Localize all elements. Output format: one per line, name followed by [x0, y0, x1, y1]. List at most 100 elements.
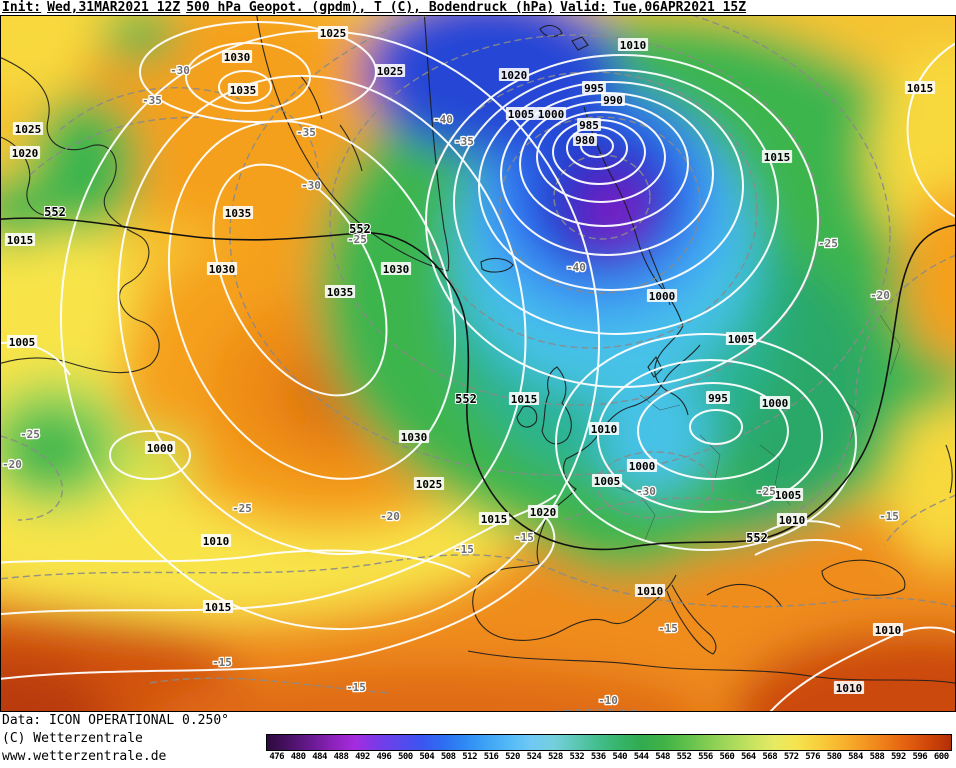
temperature-label: -35 [296, 126, 316, 139]
svg-text:1000: 1000 [147, 442, 174, 455]
svg-text:1015: 1015 [764, 151, 791, 164]
colorbar-tick: 492 [355, 752, 370, 762]
svg-text:1005: 1005 [775, 489, 802, 502]
temperature-label: -40 [433, 113, 453, 126]
temperature-label: -35 [454, 135, 474, 148]
pressure-label: 1010 [776, 513, 808, 527]
svg-text:1000: 1000 [762, 397, 789, 410]
temperature-label: -15 [879, 510, 899, 523]
pressure-label: 1000 [144, 441, 176, 455]
colorbar-tick: 548 [655, 752, 670, 762]
colorbar-tick: 556 [698, 752, 713, 762]
temperature-label: -30 [636, 485, 656, 498]
temperature-label: -30 [170, 64, 190, 77]
svg-text:995: 995 [708, 392, 728, 405]
colorbar-tick: 504 [419, 752, 435, 762]
svg-text:1020: 1020 [530, 506, 557, 519]
svg-text:1015: 1015 [205, 601, 232, 614]
svg-text:995: 995 [584, 82, 604, 95]
pressure-label: 1035 [222, 206, 254, 220]
pressure-label: 1005 [591, 474, 623, 488]
temperature-label: -15 [454, 543, 474, 556]
init-label: Init: [2, 0, 42, 15]
temperature-label: -15 [212, 656, 232, 669]
svg-text:1030: 1030 [224, 51, 251, 64]
geopotential-552-contour [0, 217, 956, 551]
pressure-label: 1010 [833, 681, 865, 695]
colorbar-tick: 580 [826, 752, 842, 762]
pressure-label: 1005 [6, 335, 38, 349]
svg-text:1020: 1020 [12, 147, 39, 160]
svg-text:1005: 1005 [508, 108, 535, 121]
pressure-label: 1035 [324, 285, 356, 299]
svg-text:1030: 1030 [209, 263, 236, 276]
pressure-label: 1010 [588, 422, 620, 436]
geopotential-label: 552 [349, 222, 371, 236]
black-sea-coast [821, 559, 906, 596]
colorbar-ticks: 476 480 484 488 492 496 500 504 508 512 516 520 524 5… [266, 752, 952, 762]
pressure-label: 990 [601, 93, 625, 107]
geopotential-label: 552 [455, 392, 477, 406]
svg-text:1005: 1005 [594, 475, 621, 488]
pressure-label: 1000 [626, 459, 658, 473]
pressure-label: 1025 [413, 477, 445, 491]
uk-coast [541, 366, 572, 445]
pressure-label: 1015 [761, 150, 793, 164]
temperature-label: -20 [870, 289, 890, 302]
colorbar-tick: 508 [440, 752, 456, 762]
temperature-label: -25 [818, 237, 838, 250]
copyright-line: (C) Wetterzentrale [2, 731, 143, 746]
colorbar-tick: 576 [805, 752, 821, 762]
colorbar-tick: 532 [569, 752, 585, 762]
pressure-label: 1010 [872, 623, 904, 637]
north-africa-coast [467, 650, 956, 684]
map-parameters: 500 hPa Geopot. (gpdm), T (C), Bodendruc… [186, 0, 555, 15]
colorbar-gradient [266, 734, 952, 751]
pressure-label: 995 [582, 81, 606, 95]
colorbar-tick: 496 [376, 752, 392, 762]
pressure-label: 1020 [527, 505, 559, 519]
pressure-label: 980 [573, 133, 597, 147]
temperature-label: -25 [347, 233, 367, 246]
pressure-label: 1025 [12, 122, 44, 136]
data-source-line: Data: ICON OPERATIONAL 0.250° [2, 713, 229, 728]
svg-text:1020: 1020 [501, 69, 528, 82]
temperature-label: -35 [142, 94, 162, 107]
svg-text:1005: 1005 [728, 333, 755, 346]
pressure-label: 1000 [535, 107, 567, 121]
svg-text:1015: 1015 [907, 82, 934, 95]
country-borders [609, 314, 901, 541]
svg-text:1000: 1000 [629, 460, 656, 473]
colorbar-tick: 596 [912, 752, 928, 762]
colorbar-tick: 592 [891, 752, 906, 762]
temperature-label: -20 [2, 458, 22, 471]
pressure-label: 985 [577, 118, 601, 132]
svg-text:1000: 1000 [649, 290, 676, 303]
pressure-label: 1005 [772, 488, 804, 502]
colorbar-tick: 572 [783, 752, 799, 762]
pressure-label: 1010 [617, 38, 649, 52]
svg-text:1025: 1025 [377, 65, 404, 78]
pressure-label: 1000 [759, 396, 791, 410]
geopotential-label: 552 [44, 205, 66, 219]
temperature-label: -15 [658, 622, 678, 635]
valid-value: Tue,06APR2021 15Z [613, 0, 747, 15]
pressure-label: 1010 [634, 584, 666, 598]
pressure-label: 1015 [4, 233, 36, 247]
svg-text:990: 990 [603, 94, 623, 107]
svg-text:1025: 1025 [416, 478, 443, 491]
svg-text:1005: 1005 [9, 336, 36, 349]
svg-text:1000: 1000 [538, 108, 565, 121]
iceland-coast [480, 257, 514, 273]
svg-text:1035: 1035 [327, 286, 354, 299]
colorbar-tick: 524 [526, 752, 542, 762]
colorbar-tick: 512 [462, 752, 478, 762]
svg-text:1025: 1025 [320, 27, 347, 40]
svg-text:1015: 1015 [511, 393, 538, 406]
title-bar: Init: Wed,31MAR2021 12Z 500 hPa Geopot. (g… [0, 0, 956, 15]
colorbar: 476 480 484 488 492 496 500 504 508 512 516 520 524 5… [266, 734, 952, 762]
colorbar-tick: 552 [676, 752, 692, 762]
pressure-label: 1020 [498, 68, 530, 82]
